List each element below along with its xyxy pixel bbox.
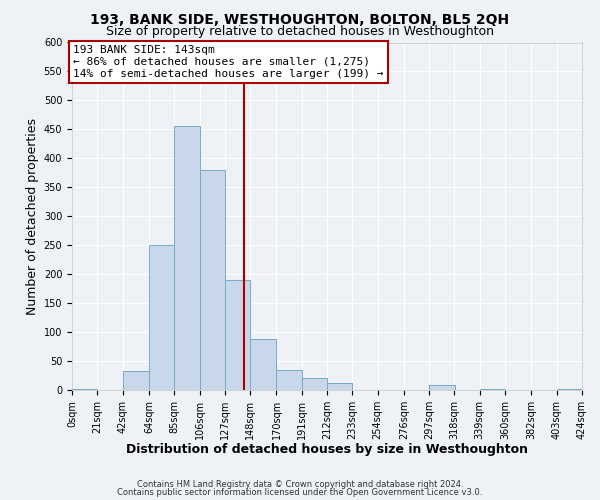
X-axis label: Distribution of detached houses by size in Westhoughton: Distribution of detached houses by size …	[126, 444, 528, 456]
Bar	[174, 126, 199, 390]
Bar	[199, 170, 225, 390]
Bar	[277, 370, 302, 390]
Bar	[250, 339, 277, 390]
Text: Contains HM Land Registry data © Crown copyright and database right 2024.: Contains HM Land Registry data © Crown c…	[137, 480, 463, 489]
Bar	[302, 378, 327, 390]
Y-axis label: Number of detached properties: Number of detached properties	[26, 118, 40, 315]
Bar	[327, 383, 352, 390]
Text: Size of property relative to detached houses in Westhoughton: Size of property relative to detached ho…	[106, 25, 494, 38]
Bar	[429, 386, 455, 390]
Bar	[480, 389, 505, 390]
Bar	[122, 371, 149, 390]
Text: Contains public sector information licensed under the Open Government Licence v3: Contains public sector information licen…	[118, 488, 482, 497]
Bar	[557, 389, 582, 390]
Text: 193 BANK SIDE: 143sqm
← 86% of detached houses are smaller (1,275)
14% of semi-d: 193 BANK SIDE: 143sqm ← 86% of detached …	[73, 46, 384, 78]
Bar	[225, 280, 250, 390]
Bar	[149, 245, 174, 390]
Text: 193, BANK SIDE, WESTHOUGHTON, BOLTON, BL5 2QH: 193, BANK SIDE, WESTHOUGHTON, BOLTON, BL…	[91, 12, 509, 26]
Bar	[72, 389, 97, 390]
